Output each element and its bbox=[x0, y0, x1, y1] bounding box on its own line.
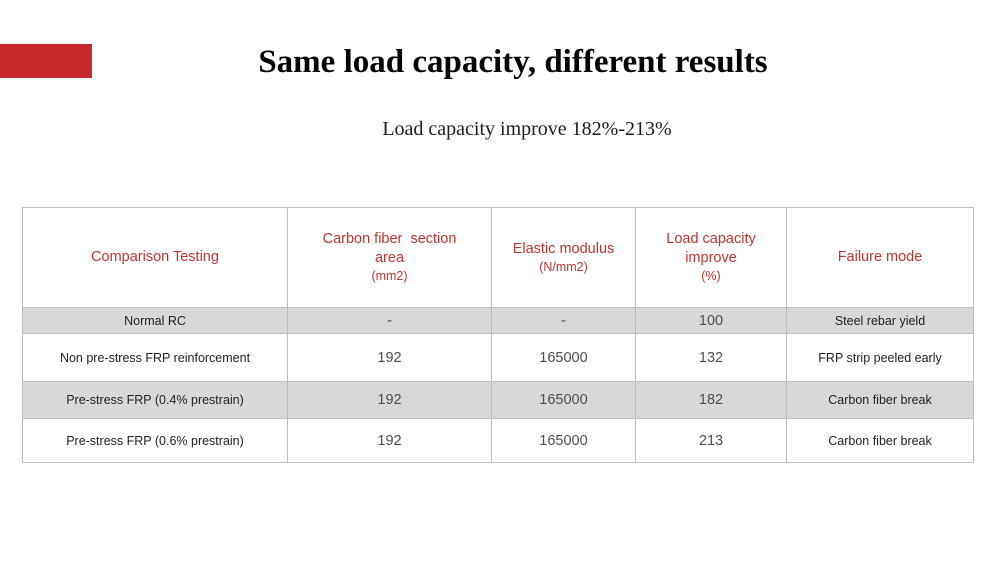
table-row: Pre-stress FRP (0.6% prestrain) 192 1650… bbox=[22, 418, 974, 463]
table-cell: - bbox=[491, 307, 636, 334]
table-cell: 165000 bbox=[491, 333, 636, 382]
table-cell: 165000 bbox=[491, 381, 636, 419]
slide-title: Same load capacity, different results bbox=[258, 44, 768, 80]
table-cell: Steel rebar yield bbox=[786, 307, 974, 334]
comparison-table: Comparison Testing Carbon fiber section … bbox=[22, 207, 974, 463]
header-line: Carbon fiber section bbox=[322, 231, 457, 247]
header-cell-comparison-testing: Comparison Testing bbox=[22, 207, 288, 308]
header-cell-carbon-fiber-section-area: Carbon fiber section area (mm2) bbox=[287, 207, 492, 308]
header-line: Failure mode bbox=[837, 249, 923, 265]
table-cell: FRP strip peeled early bbox=[786, 333, 974, 382]
table-cell: Carbon fiber break bbox=[786, 381, 974, 419]
table-row: Normal RC - - 100 Steel rebar yield bbox=[22, 307, 974, 334]
header-line: improve bbox=[685, 250, 737, 266]
header-line: Comparison Testing bbox=[91, 249, 219, 265]
table-cell: 165000 bbox=[491, 418, 636, 463]
table-cell: 213 bbox=[635, 418, 787, 463]
table-cell: 182 bbox=[635, 381, 787, 419]
table-cell: - bbox=[287, 307, 492, 334]
header-line: Elastic modulus bbox=[512, 240, 615, 257]
header-unit: (%) bbox=[701, 269, 721, 283]
header-cell-load-capacity-improve: Load capacity improve (%) bbox=[635, 207, 787, 308]
header-unit: (N/mm2) bbox=[539, 259, 588, 274]
table-cell: Carbon fiber break bbox=[786, 418, 974, 463]
table-row: Non pre-stress FRP reinforcement 192 165… bbox=[22, 333, 974, 382]
table-cell: 192 bbox=[287, 381, 492, 419]
table-cell: 132 bbox=[635, 333, 787, 382]
table-cell: Pre-stress FRP (0.4% prestrain) bbox=[22, 381, 288, 419]
table-cell: Normal RC bbox=[22, 307, 288, 334]
table-row: Pre-stress FRP (0.4% prestrain) 192 1650… bbox=[22, 381, 974, 419]
table-cell: 100 bbox=[635, 307, 787, 334]
header-line: area bbox=[374, 250, 405, 266]
table-header-row: Comparison Testing Carbon fiber section … bbox=[22, 207, 974, 308]
header-cell-elastic-modulus: Elastic modulus (N/mm2) bbox=[491, 207, 636, 308]
table-cell: Pre-stress FRP (0.6% prestrain) bbox=[22, 418, 288, 463]
slide-subtitle: Load capacity improve 182%-213% bbox=[382, 118, 672, 140]
header-unit: (mm2) bbox=[371, 269, 408, 283]
table-cell: 192 bbox=[287, 418, 492, 463]
header-line: Load capacity bbox=[666, 231, 756, 247]
table-cell: 192 bbox=[287, 333, 492, 382]
header-cell-failure-mode: Failure mode bbox=[786, 207, 974, 308]
table-cell: Non pre-stress FRP reinforcement bbox=[22, 333, 288, 382]
accent-bar bbox=[0, 44, 92, 78]
